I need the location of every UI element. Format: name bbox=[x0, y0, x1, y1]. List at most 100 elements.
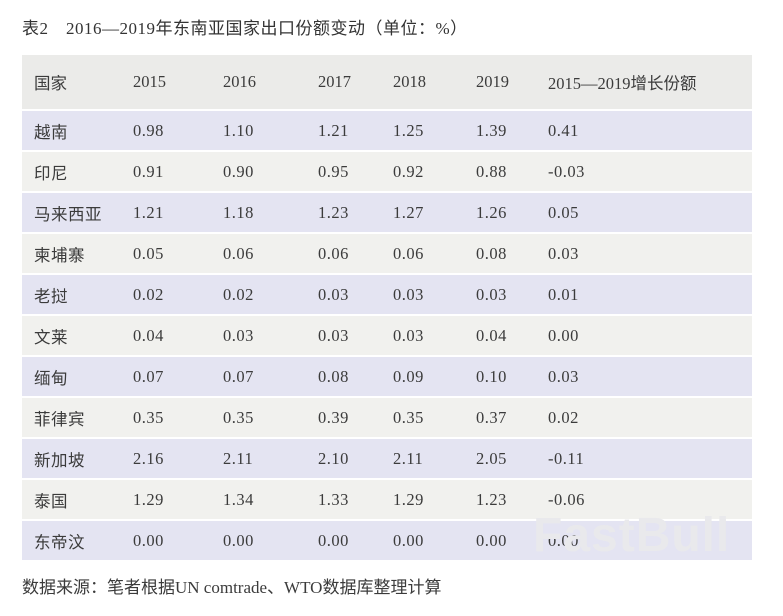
value-cell: 0.92 bbox=[393, 152, 476, 191]
column-header: 2016 bbox=[223, 55, 318, 109]
country-cell: 柬埔寨 bbox=[22, 234, 133, 273]
export-share-table: 国家 2015 2016 2017 2018 2019 2015—2019增长份额 越南 0.… bbox=[22, 53, 752, 562]
value-cell: 0.00 bbox=[548, 521, 752, 560]
country-cell: 印尼 bbox=[22, 152, 133, 191]
value-cell: 0.06 bbox=[318, 234, 393, 273]
data-source-note: 数据来源：笔者根据UN comtrade、WTO数据库整理计算 bbox=[22, 578, 442, 597]
table-row: 菲律宾 0.35 0.35 0.39 0.35 0.37 0.02 bbox=[22, 398, 752, 437]
country-cell: 菲律宾 bbox=[22, 398, 133, 437]
value-cell: -0.03 bbox=[548, 152, 752, 191]
table-row: 老挝 0.02 0.02 0.03 0.03 0.03 0.01 bbox=[22, 275, 752, 314]
column-header: 2015 bbox=[133, 55, 223, 109]
value-cell: 0.41 bbox=[548, 111, 752, 150]
value-cell: 0.00 bbox=[393, 521, 476, 560]
value-cell: 1.27 bbox=[393, 193, 476, 232]
table-header: 国家 2015 2016 2017 2018 2019 2015—2019增长份额 bbox=[22, 55, 752, 109]
value-cell: 1.23 bbox=[476, 480, 548, 519]
country-cell: 文莱 bbox=[22, 316, 133, 355]
value-cell: 0.01 bbox=[548, 275, 752, 314]
value-cell: 0.91 bbox=[133, 152, 223, 191]
table-row: 印尼 0.91 0.90 0.95 0.92 0.88 -0.03 bbox=[22, 152, 752, 191]
value-cell: 2.05 bbox=[476, 439, 548, 478]
header-row: 国家 2015 2016 2017 2018 2019 2015—2019增长份额 bbox=[22, 55, 752, 109]
table-row: 马来西亚 1.21 1.18 1.23 1.27 1.26 0.05 bbox=[22, 193, 752, 232]
value-cell: 1.21 bbox=[318, 111, 393, 150]
column-header: 2015—2019增长份额 bbox=[548, 55, 752, 109]
value-cell: 0.98 bbox=[133, 111, 223, 150]
country-cell: 缅甸 bbox=[22, 357, 133, 396]
table-row: 柬埔寨 0.05 0.06 0.06 0.06 0.08 0.03 bbox=[22, 234, 752, 273]
value-cell: 0.95 bbox=[318, 152, 393, 191]
country-cell: 越南 bbox=[22, 111, 133, 150]
value-cell: 0.03 bbox=[318, 316, 393, 355]
value-cell: 0.05 bbox=[548, 193, 752, 232]
value-cell: 0.02 bbox=[223, 275, 318, 314]
column-header: 国家 bbox=[22, 55, 133, 109]
value-cell: 0.02 bbox=[133, 275, 223, 314]
column-header: 2019 bbox=[476, 55, 548, 109]
value-cell: 0.08 bbox=[476, 234, 548, 273]
table-row: 缅甸 0.07 0.07 0.08 0.09 0.10 0.03 bbox=[22, 357, 752, 396]
value-cell: 0.37 bbox=[476, 398, 548, 437]
value-cell: 1.18 bbox=[223, 193, 318, 232]
column-header: 2017 bbox=[318, 55, 393, 109]
value-cell: 0.00 bbox=[318, 521, 393, 560]
value-cell: 0.06 bbox=[223, 234, 318, 273]
value-cell: 0.00 bbox=[548, 316, 752, 355]
value-cell: -0.11 bbox=[548, 439, 752, 478]
value-cell: 0.88 bbox=[476, 152, 548, 191]
value-cell: 0.35 bbox=[133, 398, 223, 437]
value-cell: 0.06 bbox=[393, 234, 476, 273]
value-cell: 0.07 bbox=[223, 357, 318, 396]
country-cell: 东帝汶 bbox=[22, 521, 133, 560]
table-row: 东帝汶 0.00 0.00 0.00 0.00 0.00 0.00 bbox=[22, 521, 752, 560]
value-cell: 0.90 bbox=[223, 152, 318, 191]
value-cell: 0.00 bbox=[223, 521, 318, 560]
value-cell: 2.11 bbox=[223, 439, 318, 478]
column-header: 2018 bbox=[393, 55, 476, 109]
value-cell: 1.29 bbox=[393, 480, 476, 519]
value-cell: 1.23 bbox=[318, 193, 393, 232]
value-cell: 0.03 bbox=[393, 316, 476, 355]
value-cell: 0.03 bbox=[318, 275, 393, 314]
value-cell: 0.00 bbox=[133, 521, 223, 560]
value-cell: 1.39 bbox=[476, 111, 548, 150]
country-cell: 老挝 bbox=[22, 275, 133, 314]
country-cell: 新加坡 bbox=[22, 439, 133, 478]
country-cell: 马来西亚 bbox=[22, 193, 133, 232]
value-cell: 0.00 bbox=[476, 521, 548, 560]
country-cell: 泰国 bbox=[22, 480, 133, 519]
value-cell: 0.35 bbox=[223, 398, 318, 437]
value-cell: 1.21 bbox=[133, 193, 223, 232]
value-cell: 0.04 bbox=[133, 316, 223, 355]
value-cell: 2.11 bbox=[393, 439, 476, 478]
value-cell: 0.02 bbox=[548, 398, 752, 437]
value-cell: 1.10 bbox=[223, 111, 318, 150]
table-row: 泰国 1.29 1.34 1.33 1.29 1.23 -0.06 bbox=[22, 480, 752, 519]
value-cell: 0.03 bbox=[548, 234, 752, 273]
table-body: 越南 0.98 1.10 1.21 1.25 1.39 0.41 印尼 0.91 0.90 0.95… bbox=[22, 111, 752, 560]
value-cell: 2.10 bbox=[318, 439, 393, 478]
value-cell: 0.07 bbox=[133, 357, 223, 396]
table-row: 越南 0.98 1.10 1.21 1.25 1.39 0.41 bbox=[22, 111, 752, 150]
value-cell: 0.03 bbox=[548, 357, 752, 396]
value-cell: 1.26 bbox=[476, 193, 548, 232]
value-cell: 0.39 bbox=[318, 398, 393, 437]
table-title: 表2 2016—2019年东南亚国家出口份额变动（单位：%） bbox=[22, 19, 468, 38]
value-cell: 0.03 bbox=[393, 275, 476, 314]
value-cell: 0.04 bbox=[476, 316, 548, 355]
value-cell: 0.10 bbox=[476, 357, 548, 396]
table-row: 文莱 0.04 0.03 0.03 0.03 0.04 0.00 bbox=[22, 316, 752, 355]
value-cell: -0.06 bbox=[548, 480, 752, 519]
value-cell: 0.03 bbox=[223, 316, 318, 355]
value-cell: 0.08 bbox=[318, 357, 393, 396]
value-cell: 2.16 bbox=[133, 439, 223, 478]
value-cell: 0.35 bbox=[393, 398, 476, 437]
value-cell: 0.03 bbox=[476, 275, 548, 314]
value-cell: 1.34 bbox=[223, 480, 318, 519]
value-cell: 1.29 bbox=[133, 480, 223, 519]
value-cell: 1.33 bbox=[318, 480, 393, 519]
value-cell: 0.09 bbox=[393, 357, 476, 396]
table-row: 新加坡 2.16 2.11 2.10 2.11 2.05 -0.11 bbox=[22, 439, 752, 478]
